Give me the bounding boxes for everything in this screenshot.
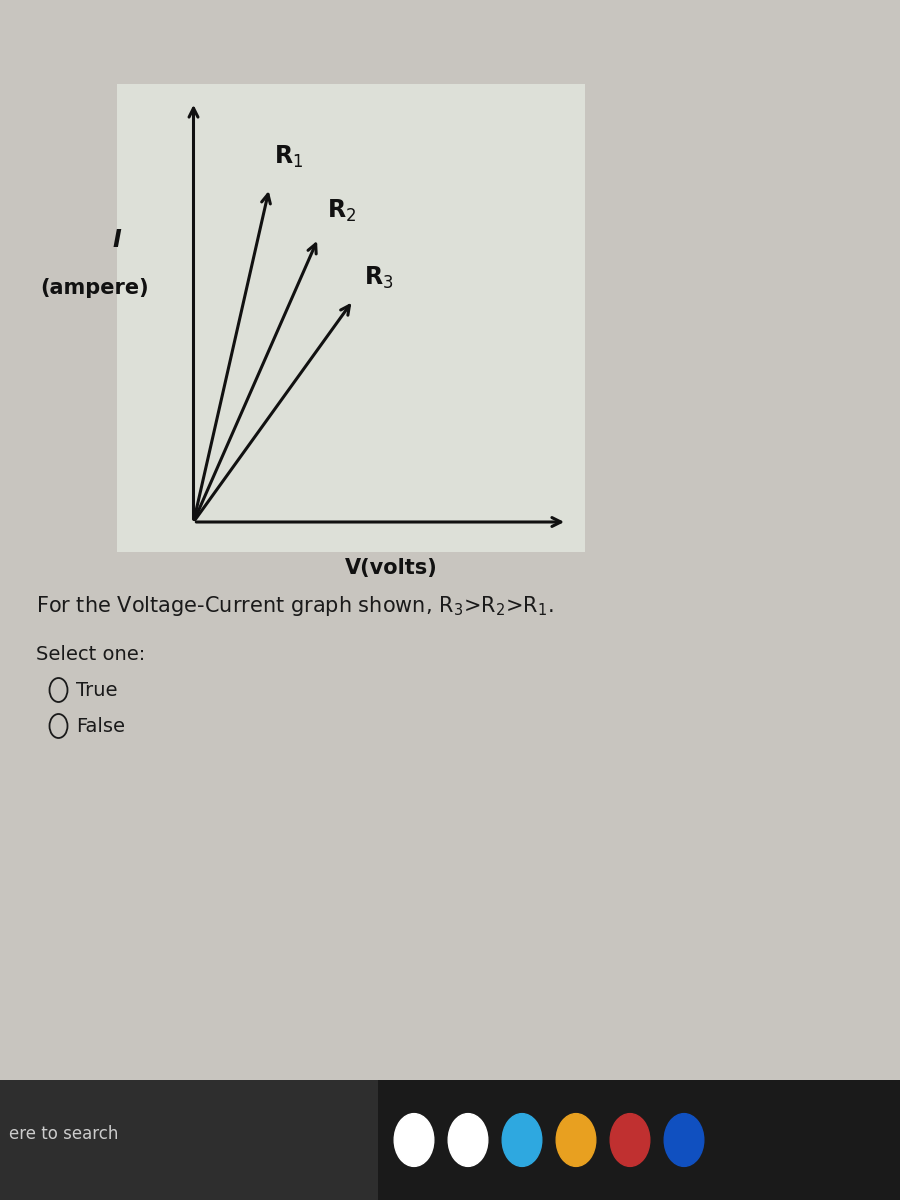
Text: R$_3$: R$_3$: [364, 264, 393, 290]
Text: ere to search: ere to search: [9, 1126, 119, 1142]
Circle shape: [610, 1114, 650, 1166]
Circle shape: [448, 1114, 488, 1166]
Text: (ampere): (ampere): [40, 278, 148, 298]
Text: I: I: [112, 228, 122, 252]
Text: True: True: [76, 680, 118, 700]
Circle shape: [502, 1114, 542, 1166]
Bar: [0, 1080, 378, 1200]
Circle shape: [664, 1114, 704, 1166]
Circle shape: [394, 1114, 434, 1166]
Circle shape: [556, 1114, 596, 1166]
Text: For the Voltage-Current graph shown, R$_3$>R$_2$>R$_1$.: For the Voltage-Current graph shown, R$_…: [36, 594, 554, 618]
Text: False: False: [76, 716, 125, 736]
Bar: [0, 1080, 900, 1200]
Bar: [117, 84, 585, 552]
Text: V(volts): V(volts): [345, 558, 438, 578]
Text: Select one:: Select one:: [36, 644, 145, 664]
Text: R$_2$: R$_2$: [328, 198, 356, 224]
Text: R$_1$: R$_1$: [274, 144, 303, 170]
